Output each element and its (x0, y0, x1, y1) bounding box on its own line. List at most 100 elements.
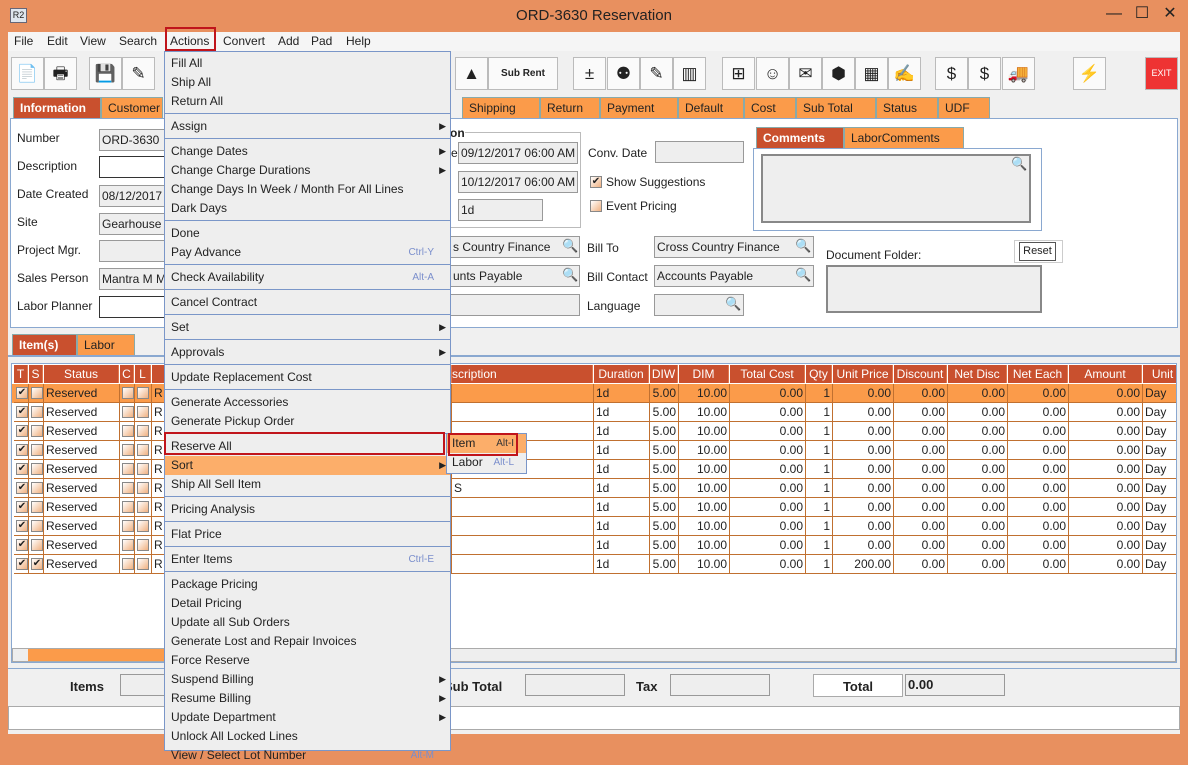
menu-item-pay-advance[interactable]: Pay Advance Ctrl-Y (165, 243, 450, 262)
bill-contact-search-icon[interactable]: 🔍 (795, 267, 812, 282)
show-suggestions-checkbox[interactable]: ✔ (590, 176, 602, 188)
c-checkbox[interactable] (122, 482, 134, 494)
shapes-icon[interactable]: ▲ (455, 57, 488, 90)
t-checkbox[interactable]: ✔ (16, 501, 28, 513)
c-cell[interactable] (120, 536, 135, 555)
s-checkbox[interactable] (31, 501, 43, 513)
submenu-item-labor[interactable]: Labor Alt-L (447, 453, 526, 472)
c-cell[interactable] (120, 422, 135, 441)
l-checkbox[interactable] (137, 425, 149, 437)
l-checkbox[interactable] (137, 387, 149, 399)
c-cell[interactable] (120, 555, 135, 574)
form-edit-icon[interactable]: ✍ (888, 57, 921, 90)
t-checkbox[interactable]: ✔ (16, 558, 28, 570)
column-header-total-cost[interactable]: Total Cost (730, 365, 805, 383)
menu-item-unlock-all-locked-lines[interactable]: Unlock All Locked Lines (165, 727, 450, 746)
disabled-list-icon[interactable]: ▥ (673, 57, 706, 90)
menu-search[interactable]: Search (119, 34, 158, 48)
c-cell[interactable] (120, 384, 135, 403)
description-field[interactable] (99, 156, 169, 178)
column-header-dim[interactable]: DIM (679, 365, 729, 383)
contact-search-icon[interactable]: 🔍 (562, 267, 579, 282)
customer-search-icon[interactable]: 🔍 (562, 238, 579, 253)
language-search-icon[interactable]: 🔍 (725, 296, 742, 311)
notes-clock-icon[interactable]: ✉ (789, 57, 822, 90)
s-checkbox[interactable] (31, 482, 43, 494)
tab-items[interactable]: Item(s) (12, 334, 77, 355)
l-cell[interactable] (135, 555, 152, 574)
project-mgr-field[interactable] (99, 240, 169, 262)
tab-payment[interactable]: Payment (600, 97, 678, 118)
t-checkbox[interactable]: ✔ (16, 444, 28, 456)
sales-person-field[interactable]: Mantra M M (99, 268, 169, 290)
labor-planner-field[interactable] (99, 296, 169, 318)
start-date-field[interactable]: 09/12/2017 06:00 AM (458, 142, 578, 164)
s-checkbox[interactable] (31, 406, 43, 418)
c-cell[interactable] (120, 517, 135, 536)
exit-icon[interactable]: EXIT (1145, 57, 1178, 90)
menu-item-detail-pricing[interactable]: Detail Pricing (165, 594, 450, 613)
menu-item-cancel-contract[interactable]: Cancel Contract (165, 293, 450, 312)
s-checkbox[interactable] (31, 387, 43, 399)
menu-item-view-select-lot-number[interactable]: View / Select Lot Number Alt-M (165, 746, 450, 765)
column-header-diw[interactable]: DIW (650, 365, 678, 383)
group-icon[interactable]: ⚉ (607, 57, 640, 90)
menu-item-update-all-sub-orders[interactable]: Update all Sub Orders (165, 613, 450, 632)
site-field[interactable]: Gearhouse (99, 213, 169, 235)
menu-item-fill-all[interactable]: Fill All (165, 54, 450, 73)
t-cell[interactable]: ✔ (14, 441, 29, 460)
s-checkbox[interactable] (31, 425, 43, 437)
smiley-icon[interactable]: ☺ (756, 57, 789, 90)
menu-item-assign[interactable]: Assign ▶ (165, 117, 450, 136)
l-cell[interactable] (135, 479, 152, 498)
comments-textarea[interactable] (761, 154, 1031, 223)
tab-sub-total[interactable]: Sub Total (796, 97, 876, 118)
column-header-duration[interactable]: Duration (594, 365, 649, 383)
menu-item-enter-items[interactable]: Enter Items Ctrl-E (165, 550, 450, 569)
c-cell[interactable] (120, 479, 135, 498)
menu-item-check-availability[interactable]: Check Availability Alt-A (165, 268, 450, 287)
column-header-l[interactable]: L (135, 365, 151, 383)
language-field[interactable] (654, 294, 744, 316)
lightning-icon[interactable]: ⚡ (1073, 57, 1106, 90)
tab-labor[interactable]: Labor (77, 334, 135, 355)
menu-item-flat-price[interactable]: Flat Price (165, 525, 450, 544)
column-header-unit-price[interactable]: Unit Price (833, 365, 893, 383)
menu-item-pricing-analysis[interactable]: Pricing Analysis (165, 500, 450, 519)
table-row[interactable]: ✔ Reserved R 1d 5.00 10.00 0.00 1 0.00 0.00 0.00 0.… (12, 403, 1176, 422)
s-cell[interactable]: ✔ (29, 555, 44, 574)
new-document-icon[interactable]: 📄 (11, 57, 44, 90)
s-cell[interactable] (29, 403, 44, 422)
menu-item-done[interactable]: Done (165, 224, 450, 243)
duration-field[interactable]: 1d (458, 199, 543, 221)
tab-default[interactable]: Default (678, 97, 744, 118)
c-cell[interactable] (120, 498, 135, 517)
t-checkbox[interactable]: ✔ (16, 520, 28, 532)
add-remove-icon[interactable]: ± (573, 57, 606, 90)
s-cell[interactable] (29, 517, 44, 536)
l-cell[interactable] (135, 460, 152, 479)
eraser-icon[interactable]: ⬢ (822, 57, 855, 90)
tab-comments[interactable]: Comments (756, 127, 844, 148)
c-cell[interactable] (120, 460, 135, 479)
column-header-qty[interactable]: Qty (806, 365, 832, 383)
c-checkbox[interactable] (122, 387, 134, 399)
menu-item-change-days-in-week-month-for-all-lines[interactable]: Change Days In Week / Month For All Line… (165, 180, 450, 199)
tab-labor-comments[interactable]: LaborComments (844, 127, 964, 148)
s-cell[interactable] (29, 441, 44, 460)
column-header-amount[interactable]: Amount (1069, 365, 1142, 383)
column-header-s[interactable]: S (29, 365, 43, 383)
menu-item-suspend-billing[interactable]: Suspend Billing ▶ (165, 670, 450, 689)
l-cell[interactable] (135, 403, 152, 422)
save-icon[interactable]: 💾 (89, 57, 122, 90)
column-header-t[interactable]: T (14, 365, 28, 383)
table-row[interactable]: ✔ Reserved R 1d 5.00 10.00 0.00 1 0.00 0.00 0.00 0.… (12, 460, 1176, 479)
menu-item-change-dates[interactable]: Change Dates ▶ (165, 142, 450, 161)
l-checkbox[interactable] (137, 406, 149, 418)
t-cell[interactable]: ✔ (14, 460, 29, 479)
customer-field[interactable]: s Country Finance (450, 236, 580, 258)
tab-return[interactable]: Return (540, 97, 600, 118)
menu-convert[interactable]: Convert (223, 34, 266, 48)
minimize-button[interactable]: — (1106, 5, 1122, 22)
t-cell[interactable]: ✔ (14, 536, 29, 555)
